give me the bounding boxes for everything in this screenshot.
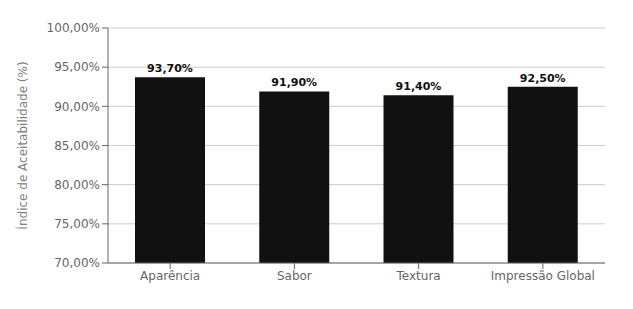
svg-text:80,00%: 80,00% [54, 178, 100, 192]
svg-text:91,40%: 91,40% [396, 80, 442, 93]
svg-text:75,00%: 75,00% [54, 217, 100, 231]
svg-text:Sabor: Sabor [277, 269, 312, 283]
svg-text:95,00%: 95,00% [54, 60, 100, 74]
svg-text:100,00%: 100,00% [47, 21, 100, 35]
svg-text:70,00%: 70,00% [54, 256, 100, 270]
svg-text:Textura: Textura [396, 269, 441, 283]
svg-text:Aparência: Aparência [140, 269, 200, 283]
svg-text:90,00%: 90,00% [54, 100, 100, 114]
svg-text:91,90%: 91,90% [271, 76, 317, 89]
svg-text:Índice de Aceitabilidade (%): Índice de Aceitabilidade (%) [15, 61, 30, 229]
svg-text:93,70%: 93,70% [147, 62, 193, 75]
svg-text:Impressão Global: Impressão Global [491, 269, 595, 283]
svg-text:92,50%: 92,50% [520, 72, 566, 85]
svg-text:85,00%: 85,00% [54, 139, 100, 153]
